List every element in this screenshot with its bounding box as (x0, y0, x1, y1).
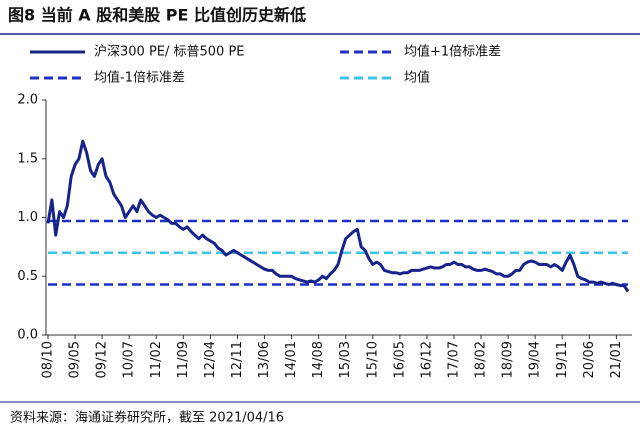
x-tick-label: 19/11 (555, 341, 570, 378)
x-tick-label: 10/07 (122, 341, 137, 378)
legend-label: 沪深300 PE/ 标普500 PE (94, 44, 245, 60)
x-tick-label: 17/07 (447, 341, 462, 378)
y-tick-label: 0.0 (17, 328, 38, 343)
x-tick-label: 11/09 (176, 341, 191, 378)
x-tick-label: 12/04 (203, 341, 218, 378)
legend-label: 均值-1倍标准差 (94, 70, 185, 86)
y-tick-label: 1.5 (17, 151, 38, 166)
chart-title: 图8 当前 A 股和美股 PE 比值创历史新低 (8, 6, 306, 25)
source: 资料来源：海通证券研究所，截至 2021/04/16 (10, 410, 284, 426)
series-line (46, 139, 630, 293)
legend-label: 均值 (404, 70, 430, 86)
x-tick-label: 14/01 (284, 341, 299, 378)
x-tick-label: 20/06 (582, 341, 597, 378)
x-tick-label: 19/04 (528, 341, 543, 378)
y-tick-label: 1.0 (17, 210, 38, 225)
x-tick-label: 21/01 (609, 341, 624, 378)
x-tick-label: 08/10 (41, 341, 56, 378)
legend-label: 均值+1倍标准差 (404, 44, 501, 60)
x-tick-label: 16/05 (392, 341, 407, 378)
x-tick-label: 09/12 (95, 341, 110, 378)
x-tick-label: 13/06 (257, 341, 272, 378)
x-tick-label: 15/03 (338, 341, 353, 378)
x-tick-label: 18/02 (474, 341, 489, 378)
y-tick-label: 0.5 (17, 269, 38, 284)
y-tick-label: 2.0 (17, 93, 38, 108)
x-tick-label: 11/02 (149, 341, 164, 378)
x-tick-label: 12/11 (230, 341, 245, 378)
x-tick-label: 16/12 (419, 341, 434, 378)
x-tick-label: 18/09 (501, 341, 516, 378)
x-tick-label: 09/05 (68, 341, 83, 378)
x-tick-label: 14/08 (311, 341, 326, 378)
x-tick-label: 15/10 (365, 341, 380, 378)
